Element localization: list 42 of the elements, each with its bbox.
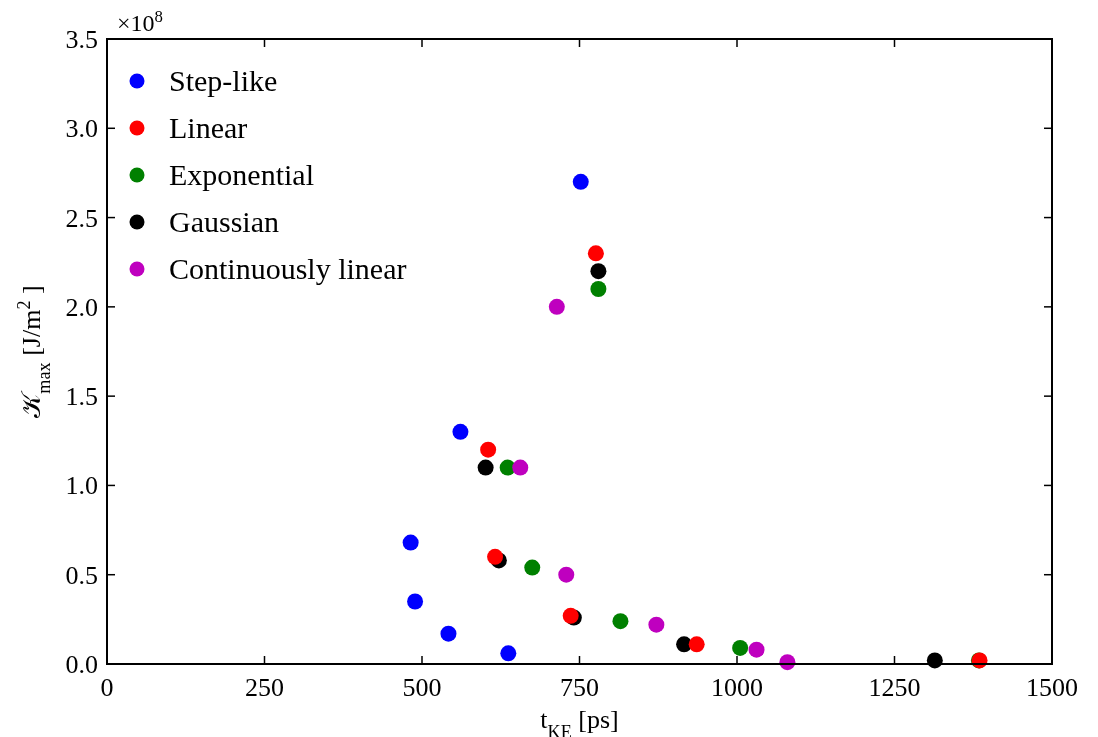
- point: [512, 459, 529, 476]
- x-tick-label: 1250: [868, 673, 921, 702]
- x-tick-label: 0: [100, 673, 114, 702]
- legend-label: Step-like: [169, 64, 278, 97]
- legend-label: Gaussian: [169, 205, 279, 238]
- point: [524, 559, 541, 576]
- y-tick-label: 0.5: [65, 560, 98, 590]
- point: [440, 625, 457, 642]
- x-tick-label: 500: [402, 673, 442, 702]
- legend-label: Exponential: [169, 158, 314, 191]
- x-tick-label: 1000: [711, 673, 763, 702]
- point: [748, 641, 765, 658]
- point: [587, 245, 604, 262]
- y-tick-label: 0.0: [65, 650, 98, 679]
- y-tick-label: 1.5: [65, 382, 98, 412]
- point: [477, 459, 494, 476]
- point: [487, 548, 504, 565]
- point: [590, 281, 607, 297]
- point: [648, 616, 665, 633]
- point: [407, 593, 424, 610]
- point: [558, 566, 575, 583]
- legend-label: Continuously linear: [169, 252, 407, 285]
- point: [732, 639, 749, 656]
- point: [480, 441, 497, 458]
- y-tick-label: 1.0: [65, 471, 98, 501]
- point: [572, 173, 589, 190]
- point: [402, 534, 419, 551]
- point: [590, 263, 607, 280]
- point: [452, 423, 469, 440]
- legend-label: Linear: [169, 111, 248, 144]
- point: [548, 298, 565, 315]
- x-tick-label: 1500: [1026, 673, 1078, 702]
- y-tick-label: 2.0: [65, 292, 98, 322]
- point: [612, 613, 629, 630]
- text: ×10$^{8}$: [117, 6, 163, 36]
- x-tick-label: 250: [245, 673, 284, 702]
- x-tick-label: 750: [560, 673, 599, 702]
- y-tick-label: 3.0: [65, 114, 98, 144]
- point: [500, 645, 517, 662]
- point: [688, 636, 705, 653]
- y-tick-label: 3.5: [65, 25, 98, 54]
- y-tick-label: 2.5: [65, 203, 98, 233]
